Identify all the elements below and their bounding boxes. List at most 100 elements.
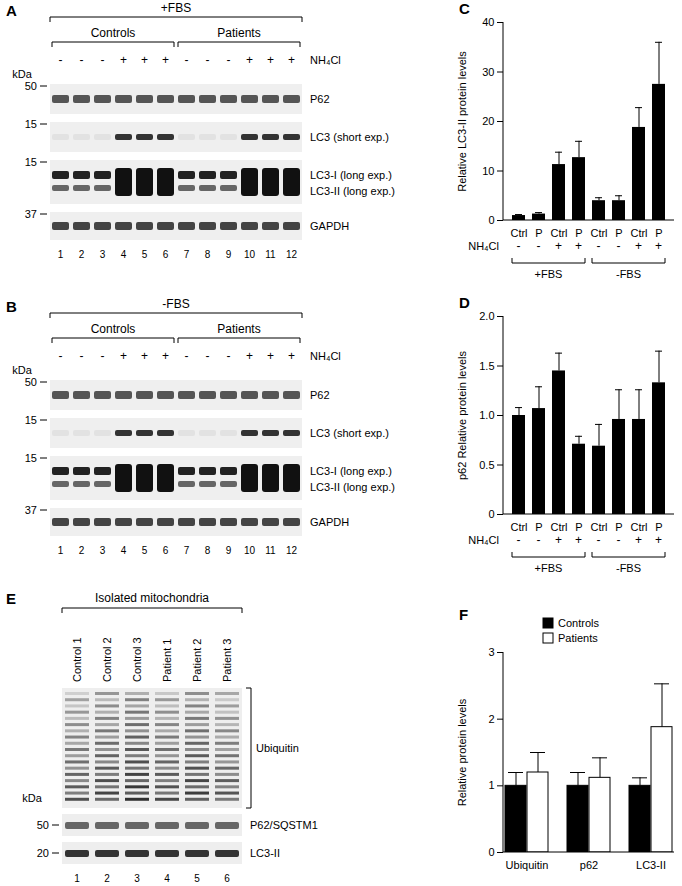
svg-text:Controls: Controls [91,26,136,40]
svg-text:Ctrl: Ctrl [510,227,527,239]
svg-text:-: - [80,349,84,363]
svg-text:LC3-II: LC3-II [636,859,666,871]
svg-text:-: - [185,349,189,363]
svg-text:B: B [6,298,17,315]
svg-text:0: 0 [488,214,494,226]
svg-text:P: P [655,227,662,239]
svg-text:15: 15 [25,452,37,464]
svg-text:NH₄Cl: NH₄Cl [310,54,341,66]
svg-text:3: 3 [134,873,140,884]
svg-text:P: P [535,521,542,533]
svg-text:-: - [227,53,231,67]
svg-text:-: - [617,239,621,253]
svg-text:Controls: Controls [91,322,136,336]
svg-text:6: 6 [224,873,230,884]
svg-text:30: 30 [482,66,494,78]
svg-text:+: + [288,349,295,363]
svg-text:NH₄Cl: NH₄Cl [468,534,499,546]
svg-text:+: + [246,53,253,67]
svg-text:10: 10 [244,249,256,260]
svg-text:11: 11 [265,249,276,260]
svg-text:P62/SQSTM1: P62/SQSTM1 [250,819,318,831]
svg-text:P: P [655,521,662,533]
svg-text:20: 20 [482,115,494,127]
svg-text:+: + [162,349,169,363]
svg-text:37: 37 [25,208,37,220]
svg-text:Patient 1: Patient 1 [161,639,173,682]
svg-text:+: + [575,239,582,253]
svg-text:+FBS: +FBS [535,562,563,574]
svg-text:kDa: kDa [22,792,42,804]
svg-text:1: 1 [58,249,64,260]
svg-text:Controls: Controls [558,617,599,629]
svg-text:Ubiquitin: Ubiquitin [256,742,299,754]
svg-text:-: - [206,53,210,67]
svg-text:+FBS: +FBS [161,1,191,15]
svg-text:7: 7 [184,249,190,260]
svg-text:8: 8 [205,545,211,556]
svg-text:-: - [227,349,231,363]
svg-text:37: 37 [25,504,37,516]
svg-text:Patient 2: Patient 2 [191,639,203,682]
svg-text:4: 4 [121,249,127,260]
svg-text:1: 1 [74,873,80,884]
svg-text:+: + [575,533,582,547]
svg-text:7: 7 [184,545,190,556]
svg-text:Ctrl: Ctrl [550,521,567,533]
svg-text:+: + [555,533,562,547]
svg-text:Ctrl: Ctrl [510,521,527,533]
svg-text:Ctrl: Ctrl [550,227,567,239]
svg-text:5: 5 [142,545,148,556]
svg-text:0: 0 [488,846,494,858]
svg-text:20: 20 [37,847,49,859]
svg-text:6: 6 [163,545,169,556]
svg-text:LC3-II: LC3-II [250,847,280,859]
svg-text:Ubiquitin: Ubiquitin [506,859,549,871]
svg-text:15: 15 [25,414,37,426]
svg-text:-: - [80,53,84,67]
svg-text:P62: P62 [310,93,330,105]
svg-text:Control 2: Control 2 [101,637,113,682]
svg-text:LC3-II (long exp.): LC3-II (long exp.) [310,185,395,197]
svg-text:+: + [141,53,148,67]
svg-text:p62 Relative protein levels: p62 Relative protein levels [456,350,468,480]
svg-text:50: 50 [25,376,37,388]
svg-text:Patient 3: Patient 3 [221,639,233,682]
svg-text:5: 5 [194,873,200,884]
svg-text:Isolated mitochondria: Isolated mitochondria [95,591,209,605]
svg-text:Ctrl: Ctrl [590,227,607,239]
svg-text:Patients: Patients [217,26,260,40]
svg-text:Ctrl: Ctrl [630,521,647,533]
svg-text:-: - [617,533,621,547]
svg-text:Ctrl: Ctrl [630,227,647,239]
svg-text:11: 11 [265,545,276,556]
svg-text:GAPDH: GAPDH [310,516,349,528]
svg-text:2: 2 [79,249,85,260]
svg-text:0: 0 [488,508,494,520]
svg-text:LC3-I (long exp.): LC3-I (long exp.) [310,465,392,477]
svg-text:2.0: 2.0 [479,310,494,322]
svg-text:LC3-II (long exp.): LC3-II (long exp.) [310,481,395,493]
svg-text:+FBS: +FBS [535,268,563,280]
svg-text:E: E [6,590,16,607]
svg-text:+: + [635,533,642,547]
svg-text:+: + [288,53,295,67]
svg-text:Control 3: Control 3 [131,637,143,682]
svg-text:+: + [246,349,253,363]
svg-text:Patients: Patients [217,322,260,336]
svg-text:+: + [120,349,127,363]
svg-text:+: + [635,239,642,253]
svg-text:-: - [517,533,521,547]
svg-text:2: 2 [488,713,494,725]
svg-text:4: 4 [121,545,127,556]
svg-text:2: 2 [104,873,110,884]
svg-text:LC3 (short exp.): LC3 (short exp.) [310,131,389,143]
svg-text:P: P [535,227,542,239]
svg-text:12: 12 [286,249,298,260]
svg-text:+: + [655,239,662,253]
svg-text:-FBS: -FBS [162,297,189,311]
svg-text:P: P [575,227,582,239]
svg-text:-: - [59,53,63,67]
svg-text:Ctrl: Ctrl [590,521,607,533]
svg-text:+: + [655,533,662,547]
